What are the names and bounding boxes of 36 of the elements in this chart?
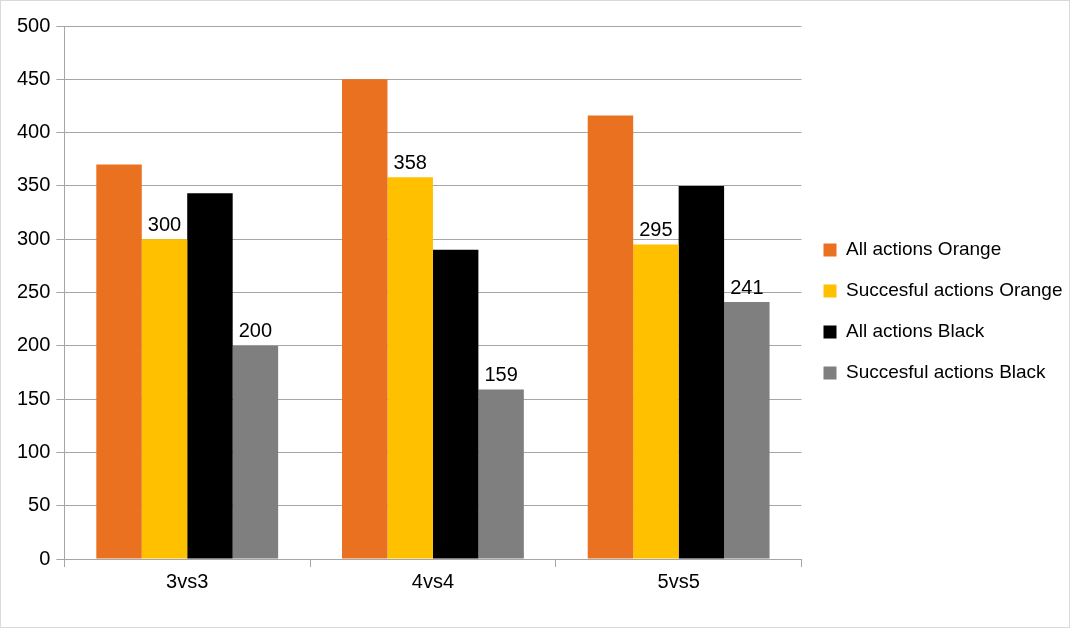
bar [633,244,679,559]
y-tick-label: 200 [16,333,51,356]
y-tick-label: 250 [16,280,51,303]
y-tick-label: 100 [16,439,51,462]
x-tick-label: 4vs4 [411,569,455,592]
bar [678,185,725,559]
data-label: 200 [238,319,273,342]
bar [587,115,634,559]
data-label: 295 [639,218,673,241]
bar [96,164,142,559]
bar [478,389,524,559]
data-label: 159 [484,363,518,386]
bar [724,302,770,559]
y-tick-label: 50 [28,493,51,516]
data-label: 241 [730,275,764,298]
y-tick-label: 500 [16,13,51,36]
bar [232,345,279,559]
y-tick-label: 350 [16,173,51,196]
y-tick-label: 400 [16,120,51,143]
y-tick-label: 450 [16,66,51,89]
legend-label: All actions Orange [846,238,1002,260]
bar [432,249,479,559]
legend-label: Succesful actions Black [846,361,1047,383]
bar [387,177,433,559]
bar [342,79,388,559]
x-tick-label: 3vs3 [166,569,209,592]
y-tick-label: 300 [16,226,51,249]
y-tick-label: 0 [39,546,51,569]
legend-label: Succesful actions Orange [846,279,1063,301]
data-label: 300 [147,212,182,235]
x-tick-label: 5vs5 [657,569,700,592]
bar [187,193,233,559]
data-label: 358 [393,150,427,173]
y-tick-label: 150 [16,386,51,409]
legend-label: All actions Black [846,320,985,342]
bar [141,239,188,559]
